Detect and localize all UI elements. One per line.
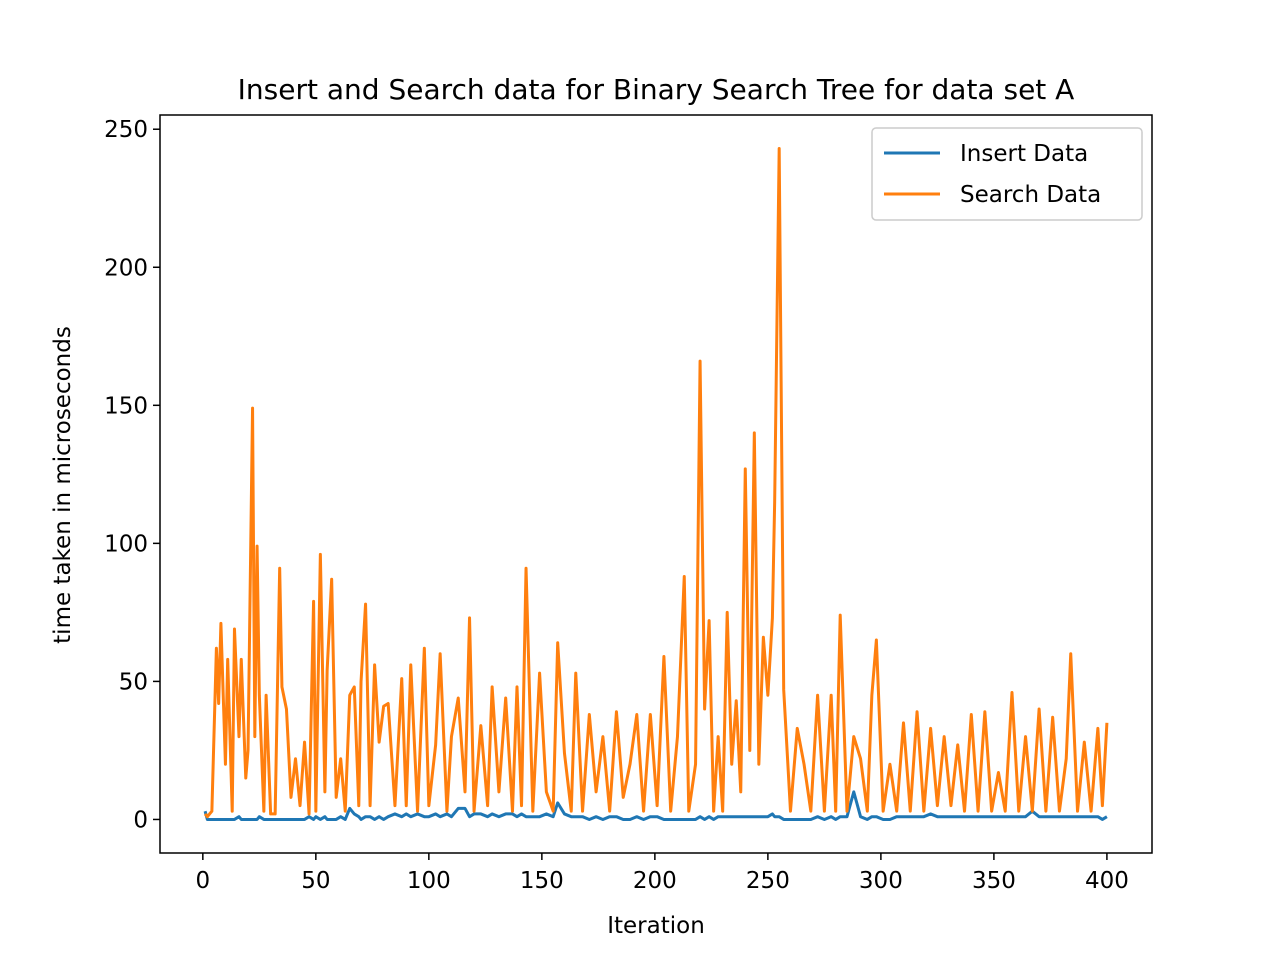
x-tick-label: 400 (1085, 868, 1129, 894)
x-tick-label: 300 (859, 868, 903, 894)
x-tick-label: 100 (407, 868, 451, 894)
legend-label: Search Data (960, 182, 1101, 208)
y-tick-label: 0 (133, 807, 148, 833)
x-tick-label: 250 (746, 868, 790, 894)
data-line (203, 790, 1108, 821)
x-tick-label: 200 (633, 868, 677, 894)
x-tick-label: 50 (301, 868, 330, 894)
x-tick-label: 350 (972, 868, 1016, 894)
legend-box (871, 127, 1143, 221)
x-axis-label: Iteration (607, 913, 705, 939)
legend-label: Insert Data (960, 141, 1088, 167)
data-line (203, 147, 1109, 819)
y-tick-label: 150 (104, 393, 148, 419)
chart-title: Insert and Search data for Binary Search… (238, 73, 1075, 106)
legend: Insert Data Search Data (871, 127, 1143, 221)
y-tick-label: 250 (104, 117, 148, 143)
y-tick-label: 100 (104, 531, 148, 557)
x-tick-label: 0 (196, 868, 211, 894)
plot-frame (159, 114, 1153, 854)
x-tick-label: 150 (520, 868, 564, 894)
y-tick-label: 50 (119, 669, 148, 695)
y-axis-label: time taken in microseconds (50, 326, 76, 644)
y-tick-label: 200 (104, 255, 148, 281)
